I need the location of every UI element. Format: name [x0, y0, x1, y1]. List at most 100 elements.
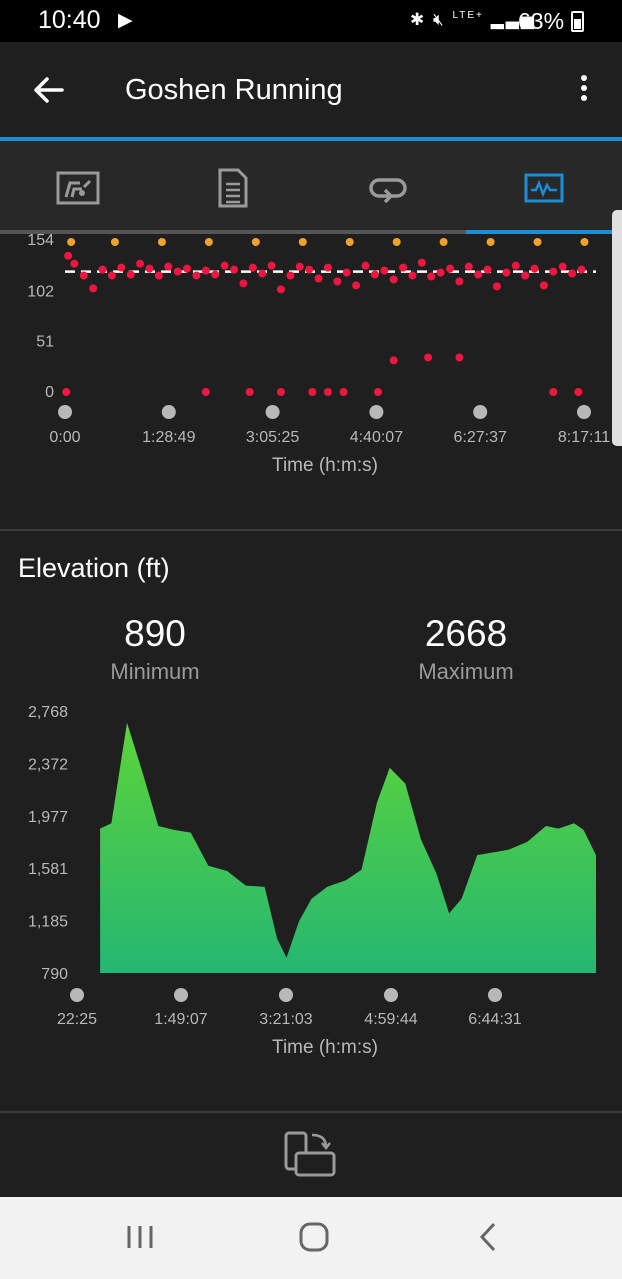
hr-x-axis-title: Time (h:m:s)	[272, 455, 378, 476]
hr-data-point	[245, 388, 254, 396]
hr-data-point	[276, 285, 285, 294]
hr-data-point	[239, 279, 248, 288]
hr-data-point	[286, 271, 295, 280]
hr-data-point	[192, 271, 201, 280]
more-vertical-icon	[581, 75, 587, 81]
section-divider	[0, 529, 622, 531]
rotate-screen-icon	[284, 1131, 336, 1177]
elev-x-axis-title: Time (h:m:s)	[272, 1037, 378, 1058]
hr-data-point	[370, 270, 379, 279]
hr-y-tick-label: 0	[45, 384, 54, 401]
hr-data-point	[549, 267, 558, 276]
elev-y-tick-label: 1,977	[28, 809, 68, 826]
hr-zone-point	[204, 238, 213, 246]
elevation-min-label: Minimum	[110, 659, 200, 684]
elev-x-tick-dot	[279, 988, 293, 1002]
back-nav-button[interactable]	[468, 1217, 508, 1257]
hr-data-point	[62, 388, 71, 396]
back-button[interactable]	[28, 70, 68, 110]
system-nav-bar	[0, 1197, 622, 1279]
hr-data-point	[308, 388, 317, 396]
hr-data-point	[79, 271, 88, 280]
hr-data-point	[492, 282, 501, 291]
hr-data-point	[474, 270, 483, 279]
tab-stats[interactable]	[155, 141, 310, 234]
elev-x-tick-dot	[70, 988, 84, 1002]
elev-y-tick-label: 790	[41, 966, 68, 983]
hr-data-point	[323, 263, 332, 272]
activity-chart-icon	[524, 173, 563, 202]
hr-x-tick-label: 1:28:49	[142, 429, 195, 446]
tab-selected-indicator	[466, 230, 622, 234]
loop-icon	[368, 177, 407, 203]
battery-text: 63%	[518, 8, 565, 34]
hr-data-point	[323, 388, 332, 396]
hr-zone-point	[110, 238, 119, 246]
hr-data-point	[380, 266, 389, 275]
hr-zone-point	[580, 238, 589, 246]
scrollbar-thumb[interactable]	[612, 210, 622, 446]
hr-x-tick-dot	[265, 405, 280, 419]
hr-data-point	[374, 388, 383, 396]
elevation-title: Elevation (ft)	[18, 553, 170, 583]
chevron-left-icon	[479, 1222, 496, 1252]
tab-charts[interactable]	[466, 141, 621, 234]
speedometer-card-icon	[56, 171, 99, 204]
hr-zone-point	[251, 238, 260, 246]
elevation-chart[interactable]: 2,768 2,372 1,977 1,581 1,185 790 22:25 1:49:07…	[0, 690, 622, 1070]
recent-apps-icon	[127, 1226, 153, 1248]
hr-data-point	[424, 353, 433, 362]
heart-rate-chart-card[interactable]: 0 51 102 154 0:00 1:28:49 3:05:25 4:40:07 6:27:3…	[0, 234, 622, 530]
hr-zone-point	[392, 238, 401, 246]
hr-data-point	[530, 264, 539, 273]
section-divider-bottom	[0, 1111, 622, 1113]
hr-data-point	[455, 277, 464, 286]
recent-apps-button[interactable]	[120, 1217, 160, 1257]
hr-data-point	[211, 270, 220, 279]
lte-icon: LTE+	[452, 10, 484, 21]
more-options-button[interactable]	[572, 72, 596, 112]
hr-data-point	[220, 261, 229, 270]
rotate-screen-button[interactable]	[282, 1129, 340, 1181]
elevation-min-value: 890	[124, 613, 186, 654]
hr-data-point	[483, 265, 492, 274]
elev-y-tick-label: 1,185	[28, 914, 68, 931]
hr-x-tick-label: 3:05:25	[246, 429, 299, 446]
mute-icon: 🔇︎	[432, 10, 446, 29]
hr-data-point	[267, 261, 276, 270]
elev-y-tick-label: 2,372	[28, 756, 68, 773]
status-bar: 10:40 ▶ ✱ 🔇︎ LTE+ ▂▃▅ 63%	[0, 0, 622, 42]
hr-zone-point	[67, 238, 76, 246]
home-button[interactable]	[294, 1217, 334, 1257]
elev-x-tick-dot	[174, 988, 188, 1002]
hr-data-point	[408, 271, 417, 280]
hr-data-point	[89, 284, 98, 293]
status-time: 10:40	[38, 6, 101, 34]
hr-x-tick-label: 0:00	[49, 429, 80, 446]
elev-x-tick-label: 1:49:07	[154, 1011, 207, 1028]
elevation-area	[100, 722, 596, 973]
hr-data-point	[417, 258, 426, 267]
hr-data-point	[502, 268, 511, 277]
hr-data-point	[64, 251, 73, 260]
hr-data-point	[183, 264, 192, 273]
play-icon: ▶	[118, 10, 133, 31]
hr-data-point	[173, 267, 182, 276]
hr-data-point	[577, 265, 586, 274]
hr-data-point	[164, 262, 173, 271]
hr-data-point	[389, 275, 398, 284]
elevation-max-label: Maximum	[418, 659, 514, 684]
hr-data-point	[342, 268, 351, 277]
signal-icon: ▂▃▅	[490, 10, 536, 29]
hr-data-point	[333, 277, 342, 286]
hr-data-point	[352, 281, 361, 290]
hr-data-point	[201, 266, 210, 275]
tab-laps[interactable]	[310, 141, 465, 234]
tab-overview[interactable]	[0, 141, 155, 234]
hr-data-point	[107, 271, 116, 280]
hr-data-point	[436, 268, 445, 277]
hr-data-point	[276, 388, 285, 396]
hr-data-point	[339, 388, 348, 396]
hr-data-point	[126, 270, 135, 279]
hr-data-point	[145, 264, 154, 273]
